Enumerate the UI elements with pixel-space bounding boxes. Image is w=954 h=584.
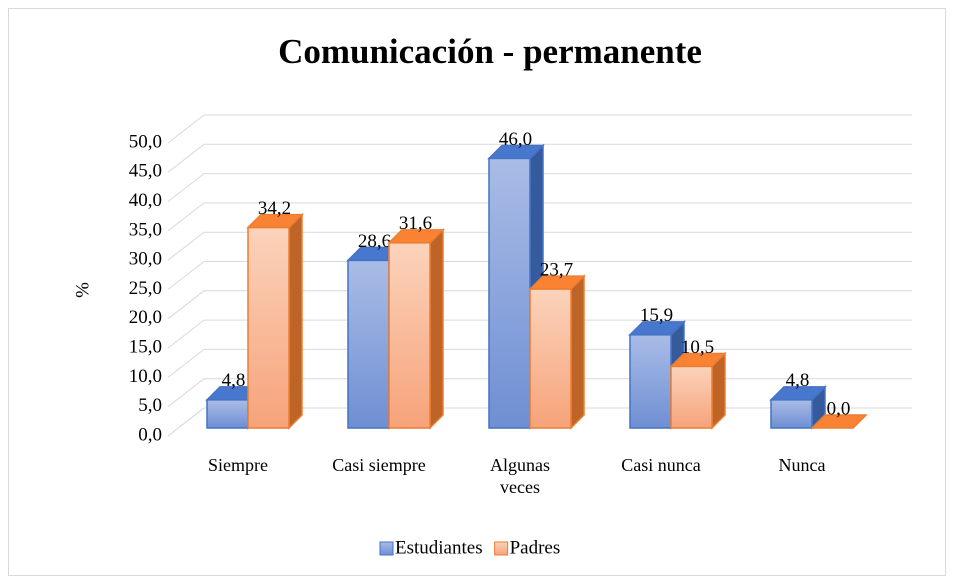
x-tick-label: Casi siempre	[332, 455, 426, 475]
y-tick-label: 40,0	[129, 190, 162, 211]
grid-line	[167, 290, 912, 320]
y-tick-label: 30,0	[129, 249, 162, 270]
bar-front	[770, 399, 813, 429]
y-tick-label: 15,0	[129, 336, 162, 357]
x-tick-label: Algunas veces	[490, 455, 550, 497]
grid-line	[167, 261, 912, 290]
bar-front	[488, 157, 531, 429]
grid-line	[167, 319, 912, 349]
y-tick-label: 50,0	[129, 131, 162, 152]
legend-label: Estudiantes	[395, 537, 483, 558]
bar-front	[670, 365, 713, 429]
bar-front	[629, 334, 672, 429]
legend-label: Padres	[510, 537, 561, 558]
data-label: 28,6	[358, 231, 391, 252]
bar	[246, 212, 304, 430]
bar	[528, 274, 586, 430]
grid-line	[167, 202, 912, 232]
bar-side	[570, 274, 585, 430]
bar-front	[347, 259, 390, 429]
grid-line	[167, 143, 912, 173]
data-label: 15,9	[640, 305, 673, 326]
grid-line	[167, 114, 912, 144]
legend-swatch	[494, 541, 509, 556]
y-tick-label: 10,0	[129, 366, 162, 387]
bar-side	[429, 228, 444, 430]
chart-title: Comunicación - permanente	[278, 32, 702, 71]
x-tick-label: Nunca	[778, 455, 826, 475]
bar-front	[388, 242, 431, 429]
bar-top	[810, 414, 868, 429]
bar	[810, 414, 868, 429]
data-label: 23,7	[540, 259, 573, 280]
x-tick-label: Siempre	[208, 455, 268, 475]
data-label: 0,0	[827, 398, 851, 419]
chart-border	[8, 8, 946, 576]
bar-side	[288, 212, 303, 430]
grid-line	[167, 231, 912, 261]
y-axis-label: %	[72, 282, 93, 298]
grid-line	[167, 173, 912, 202]
y-tick-label: 25,0	[129, 278, 162, 299]
bar-front	[247, 226, 290, 429]
data-label: 10,5	[681, 337, 714, 358]
bar	[669, 351, 727, 430]
bar	[387, 228, 445, 430]
data-label: 4,8	[786, 370, 810, 391]
bar-front	[206, 399, 249, 429]
data-label: 34,2	[258, 198, 291, 219]
data-label: 46,0	[499, 129, 532, 150]
bar-front	[529, 288, 572, 429]
y-tick-label: 20,0	[129, 307, 162, 328]
data-label: 4,8	[222, 370, 246, 391]
data-label: 31,6	[399, 213, 432, 234]
legend-swatch	[379, 541, 394, 556]
y-tick-label: 0,0	[138, 424, 162, 445]
x-tick-label: Casi nunca	[621, 455, 701, 475]
y-tick-label: 5,0	[138, 395, 162, 416]
y-tick-label: 35,0	[129, 219, 162, 240]
bar	[769, 385, 827, 430]
y-tick-label: 45,0	[129, 161, 162, 182]
